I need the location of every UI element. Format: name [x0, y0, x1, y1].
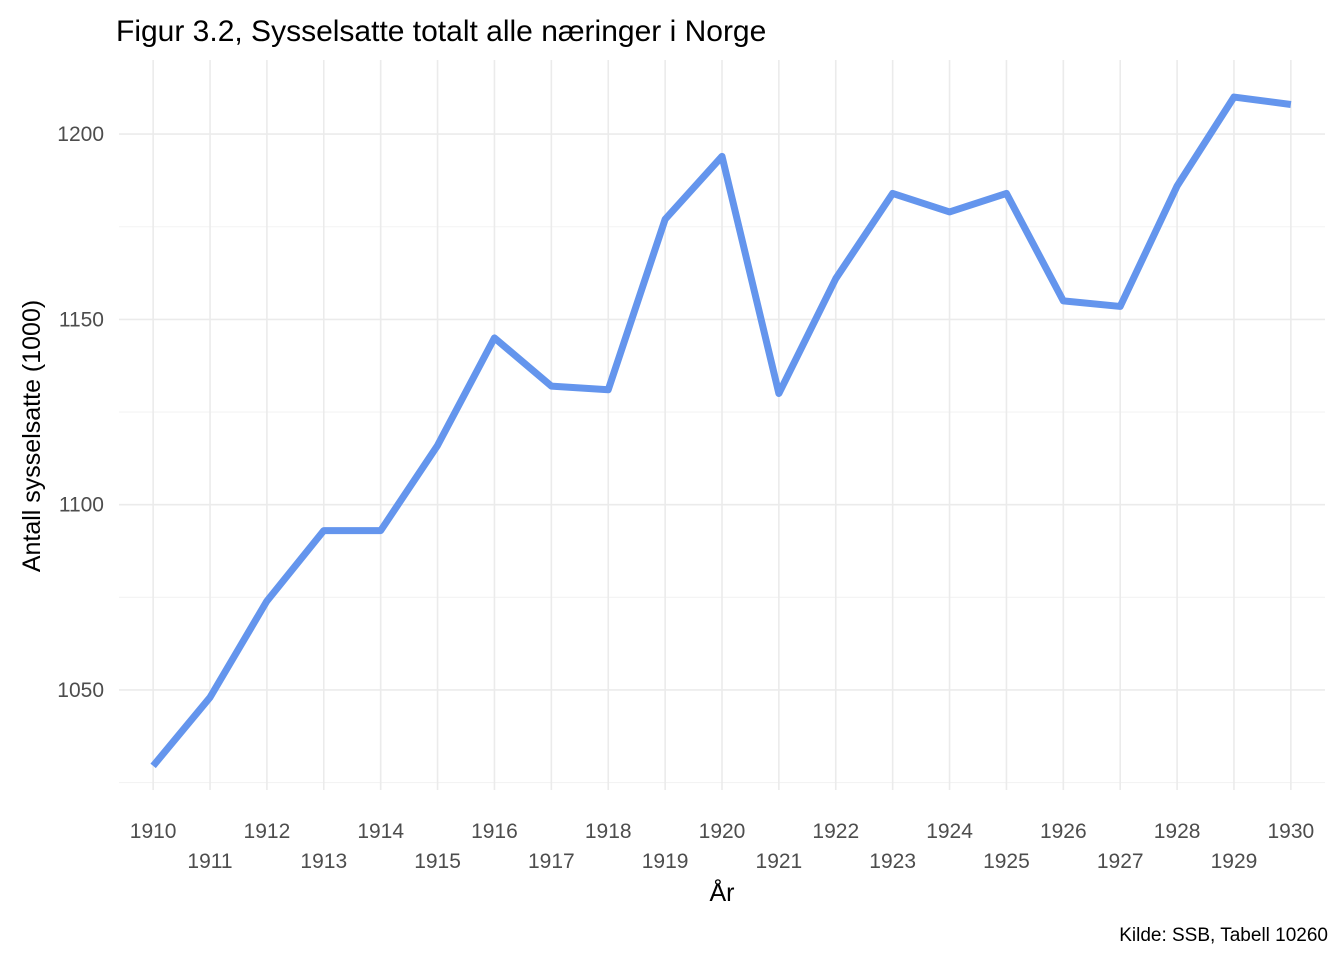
x-tick-label: 1917 [528, 850, 575, 873]
x-tick-label: 1919 [642, 850, 689, 873]
x-axis-ticks: 1910 1911 1912 1913 1914 1915 1916 1917 1918 1919… [130, 820, 1314, 873]
x-tick-label: 1922 [812, 820, 859, 843]
x-tick-label: 1920 [699, 820, 746, 843]
x-tick-label: 1930 [1268, 820, 1315, 843]
y-tick-label: 1200 [57, 123, 104, 146]
x-tick-label: 1910 [130, 820, 177, 843]
x-tick-label: 1915 [414, 850, 461, 873]
y-axis-title: Antall sysselsatte (1000) [18, 300, 46, 572]
x-tick-label: 1916 [471, 820, 518, 843]
x-tick-label: 1926 [1040, 820, 1087, 843]
x-tick-label: 1923 [869, 850, 916, 873]
x-tick-label: 1927 [1097, 850, 1144, 873]
y-axis-ticks: 1050 1100 1150 1200 [57, 123, 104, 702]
x-tick-label: 1929 [1211, 850, 1258, 873]
x-tick-label: 1918 [585, 820, 632, 843]
chart-title: Figur 3.2, Sysselsatte totalt alle nærin… [116, 15, 766, 48]
x-tick-label: 1914 [357, 820, 404, 843]
y-tick-label: 1100 [59, 494, 104, 517]
x-tick-label: 1928 [1154, 820, 1201, 843]
x-tick-label: 1925 [983, 850, 1030, 873]
x-tick-label: 1913 [300, 850, 347, 873]
x-tick-label: 1921 [756, 850, 803, 873]
x-tick-label: 1912 [244, 820, 291, 843]
y-tick-label: 1050 [57, 679, 104, 702]
x-tick-label: 1911 [187, 850, 232, 873]
chart-caption: Kilde: SSB, Tabell 10260 [1119, 925, 1328, 946]
x-tick-label: 1924 [926, 820, 973, 843]
x-axis-title: År [710, 877, 735, 907]
y-tick-label: 1150 [59, 308, 104, 331]
